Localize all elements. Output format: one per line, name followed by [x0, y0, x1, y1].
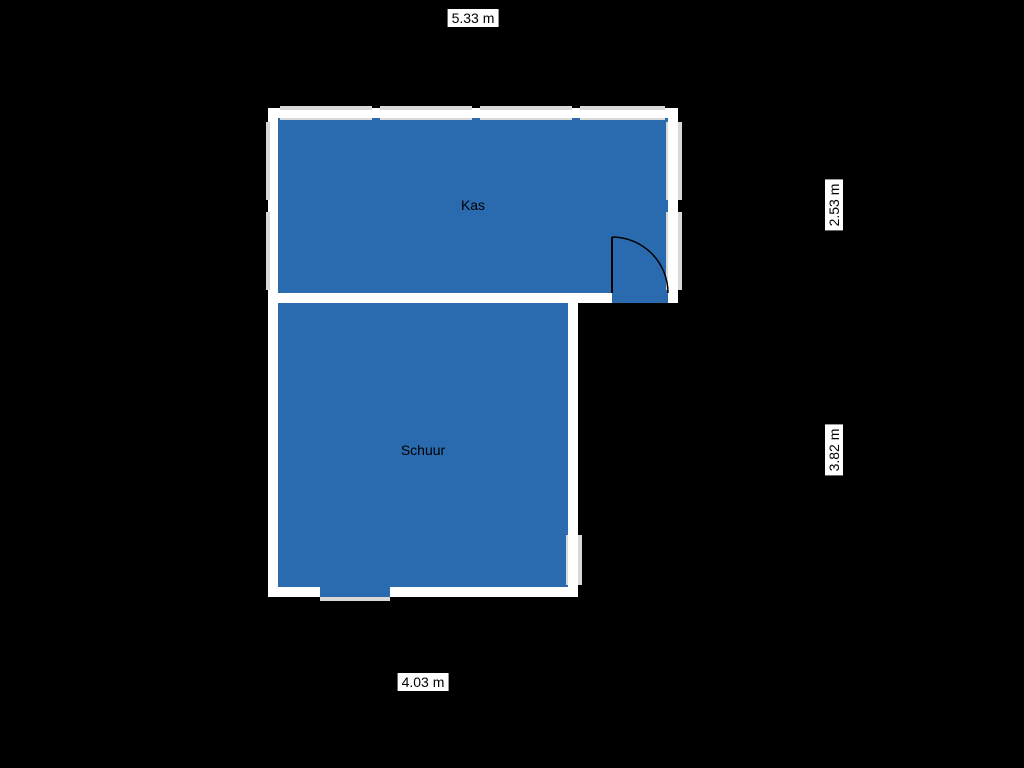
- schuur-window-right: [578, 535, 582, 585]
- kas-window-top-3b: [480, 118, 572, 120]
- kas-window-top-4b: [580, 118, 665, 120]
- dim-right-schuur: 3.82 m: [825, 425, 843, 476]
- kas-wall-bottom-a: [578, 293, 612, 303]
- kas-window-top-2: [380, 106, 472, 110]
- schuur-wall-bottom-a: [268, 587, 320, 597]
- schuur-label: Schuur: [401, 442, 445, 458]
- floorplan-canvas: Kas Schuur 5.33 m 4.03 m 2.53 m 3.82 m: [0, 0, 1024, 768]
- kas-window-top-1b: [280, 118, 372, 120]
- kas-window-top-1: [280, 106, 372, 110]
- kas-window-left-2: [266, 212, 270, 290]
- kas-label: Kas: [461, 197, 485, 213]
- schuur-wall-top: [268, 293, 578, 303]
- dim-top: 5.33 m: [448, 9, 499, 27]
- kas-door-icon: [610, 235, 670, 295]
- kas-window-top-2b: [380, 118, 472, 120]
- kas-window-right-1b: [666, 122, 668, 200]
- schuur-wall-bottom-b: [390, 587, 578, 597]
- kas-window-right-1: [678, 122, 682, 200]
- schuur-door-sill: [320, 597, 390, 601]
- kas-window-right-2: [678, 212, 682, 290]
- kas-window-top-4: [580, 106, 665, 110]
- dim-bottom: 4.03 m: [398, 673, 449, 691]
- kas-window-left-1: [266, 122, 270, 200]
- schuur-wall-right: [568, 303, 578, 597]
- schuur-window-right-b: [566, 535, 568, 585]
- dim-right-kas: 2.53 m: [825, 180, 843, 231]
- kas-window-top-3: [480, 106, 572, 110]
- schuur-wall-left: [268, 303, 278, 597]
